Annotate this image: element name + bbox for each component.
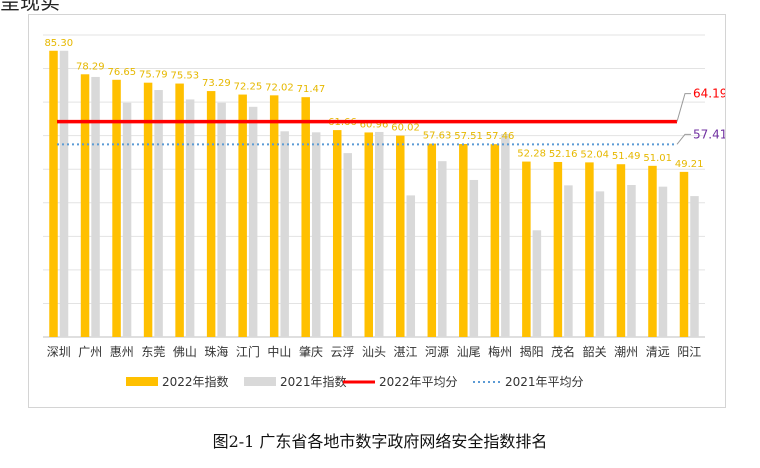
top-text-fragment: 呈现实 [0,0,60,14]
bar-2022 [80,74,90,338]
data-label: 75.79 [139,70,168,81]
category-label: 阳江 [677,345,701,359]
data-label: 75.53 [171,71,200,82]
data-label: 78.29 [76,61,105,72]
bar-2022 [427,143,437,337]
category-label: 清远 [646,345,670,359]
bar-2022 [679,171,689,337]
category-label: 珠海 [204,344,228,359]
bar-2021 [469,179,479,337]
bar-2022 [301,97,310,338]
bar-2022 [238,94,247,337]
bar-2021 [248,106,258,337]
bar-2022 [522,161,531,337]
bar-2021 [59,50,69,337]
data-label: 49.21 [675,159,704,170]
legend-label-2022: 2022年指数 [162,374,229,389]
bar-chart: 85.30 深圳 78.29 广州 76.65 惠州 75.79 东莞 75.53 佛山 73.29… [43,34,727,389]
category-label: 广州 [78,345,102,359]
chart-frame: 85.30 深圳 78.29 广州 76.65 惠州 75.79 东莞 75.53 佛山 73.29… [28,14,727,408]
category-label: 深圳 [47,345,71,359]
bar-2021 [375,131,384,337]
category-label: 佛山 [173,345,197,359]
data-label: 52.04 [580,149,609,160]
bar-2021 [627,184,636,337]
data-label: 72.25 [234,82,263,93]
bar-2022 [616,164,626,337]
data-label: 57.46 [486,131,515,142]
data-label: 76.65 [107,67,136,78]
average-leader-line [676,93,691,122]
category-label: 潮州 [614,344,638,359]
legend-label-avg-2021: 2021年平均分 [505,375,584,389]
bar-2021 [185,99,195,337]
bar-2021 [501,133,510,337]
bar-2021 [438,161,447,337]
data-label: 72.02 [265,82,294,93]
legend-swatch-2022 [126,377,158,386]
category-label: 东莞 [141,345,165,359]
bar-2021 [154,90,163,337]
bar-2022 [364,132,373,337]
bar-2021 [564,185,573,337]
bar-2021 [690,196,699,337]
bar-2021 [91,76,100,337]
data-label: 52.16 [549,149,578,160]
data-label: 60.02 [391,123,420,134]
data-label: 71.47 [297,84,326,95]
category-label: 江门 [236,344,260,359]
average-label-2022: 64.19 [693,87,725,101]
bar-2021 [343,153,352,337]
bar-2021 [595,191,605,337]
bar-2021 [217,102,226,337]
data-label: 73.29 [202,78,231,89]
legend-swatch-2021 [244,377,276,386]
bar-2022 [585,162,594,337]
figure-caption: 图2-1 广东省各地市数字政府网络安全指数排名 [212,432,548,451]
average-label-2021: 57.41 [693,127,725,141]
average-leader-line [676,133,691,145]
category-label: 云浮 [330,345,354,359]
bar-2022 [648,165,657,337]
bar-2022 [175,83,184,337]
bar-2022 [396,135,405,337]
bar-2021 [406,195,416,337]
legend-label-avg-2022: 2022年平均分 [379,375,458,389]
data-label: 52.28 [517,149,546,160]
bar-2021 [280,131,289,337]
category-label: 梅州 [488,344,512,359]
category-label: 河源 [425,345,449,359]
bar-2022 [269,95,279,337]
data-label: 51.49 [612,151,641,162]
bar-2022 [112,79,121,338]
category-label: 湛江 [394,345,418,359]
bar-2022 [332,130,342,337]
category-label: 肇庆 [299,344,323,359]
bar-2021 [658,186,668,337]
bar-2022 [553,161,563,337]
category-label: 汕尾 [457,345,481,359]
bar-2021 [532,230,542,337]
category-label: 茂名 [551,344,575,359]
bar-2021 [122,102,132,337]
data-label: 60.96 [360,119,389,130]
legend-label-2021: 2021年指数 [280,374,347,389]
data-label: 57.51 [454,131,483,142]
data-label: 51.01 [643,153,672,164]
category-label: 汕头 [362,345,386,359]
category-label: 惠州 [110,345,134,359]
category-label: 揭阳 [520,344,544,359]
category-label: 中山 [267,344,291,359]
bar-2022 [143,82,153,338]
bar-2022 [459,144,468,337]
data-label: 57.63 [423,131,452,142]
bar-2021 [311,132,321,337]
bar-2022 [490,144,500,337]
bar-2022 [49,50,58,337]
bar-2022 [206,91,216,337]
data-label: 85.30 [44,38,73,49]
category-label: 韶关 [583,344,607,359]
